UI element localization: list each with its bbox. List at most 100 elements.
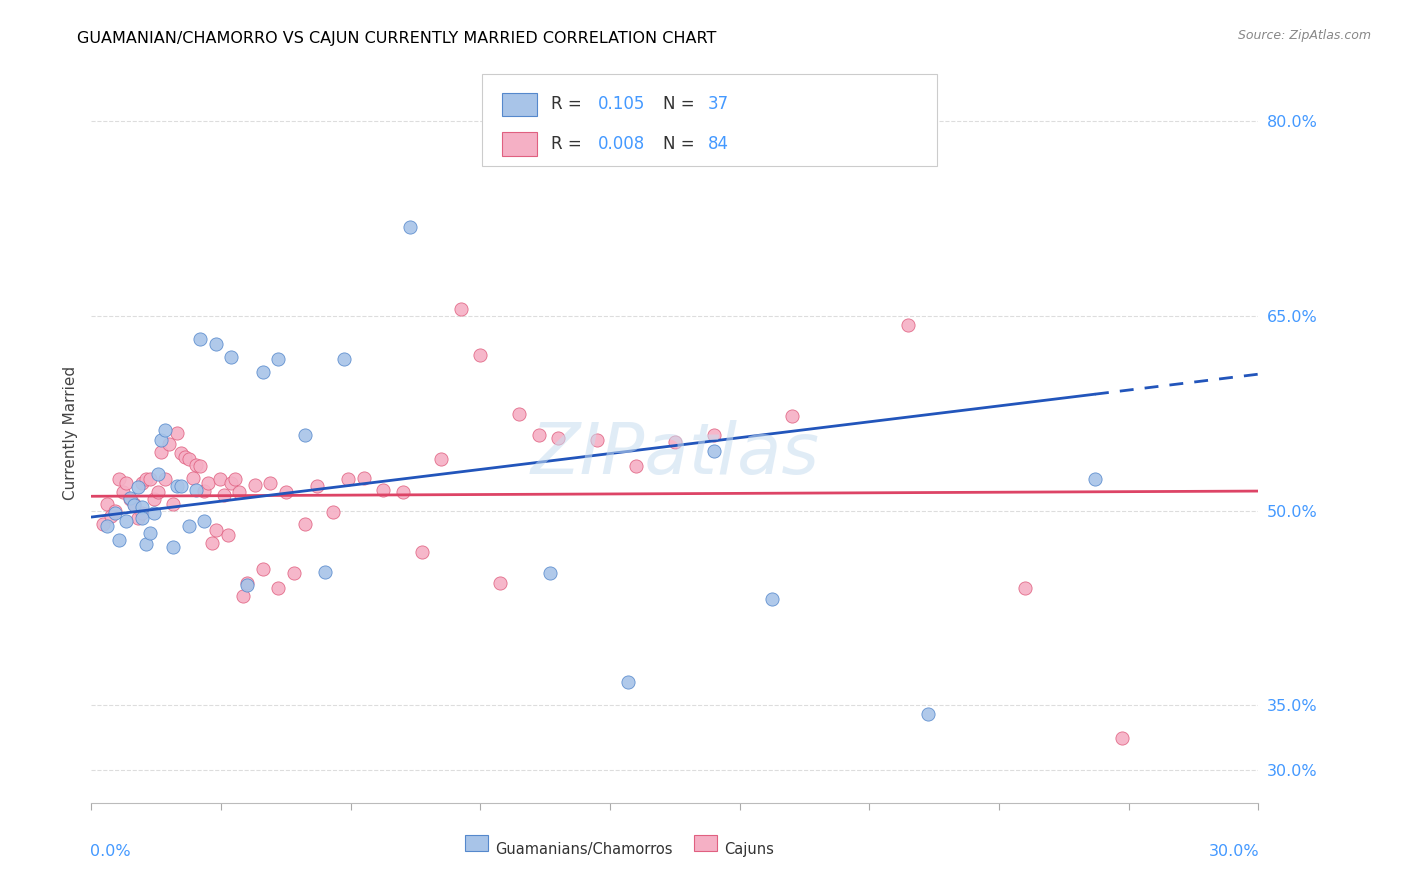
Point (150, 445, 173, 459)
Text: 0.008: 0.008 (598, 135, 645, 153)
Point (193, 514, 215, 528)
Point (166, 425, 188, 440)
Point (162, 497, 184, 511)
Point (122, 497, 145, 511)
Text: GUAMANIAN/CHAMORRO VS CAJUN CURRENTLY MARRIED CORRELATION CHART: GUAMANIAN/CHAMORRO VS CAJUN CURRENTLY MA… (77, 31, 717, 46)
Point (259, 476, 281, 491)
Text: Source: ZipAtlas.com: Source: ZipAtlas.com (1237, 29, 1371, 42)
Point (353, 471, 375, 485)
Point (177, 451, 200, 466)
Point (294, 516, 316, 531)
Point (135, 537, 157, 551)
Point (138, 525, 162, 540)
Point (96, 519, 118, 533)
Point (538, 566, 561, 580)
Point (131, 511, 153, 525)
Point (305, 479, 328, 493)
FancyBboxPatch shape (502, 93, 537, 116)
Point (221, 476, 243, 491)
Point (508, 408, 530, 422)
Point (780, 409, 803, 423)
Point (155, 423, 177, 437)
Point (430, 451, 453, 466)
Text: N =: N = (664, 135, 700, 153)
Point (131, 476, 153, 491)
Point (142, 506, 165, 520)
Point (120, 491, 142, 505)
Point (107, 472, 129, 486)
Point (197, 476, 219, 491)
Point (104, 503, 127, 517)
Point (100, 508, 122, 523)
Point (232, 589, 254, 603)
Point (170, 446, 193, 460)
Point (107, 533, 129, 548)
Point (1084, 472, 1107, 486)
Point (205, 523, 228, 537)
Point (212, 488, 235, 502)
Point (314, 565, 336, 579)
Point (142, 491, 165, 506)
Point (664, 434, 686, 449)
Point (470, 348, 492, 362)
Point (252, 562, 274, 576)
Point (170, 479, 193, 493)
Point (391, 485, 413, 500)
Point (157, 437, 180, 451)
Point (193, 484, 215, 499)
Text: ZIPatlas: ZIPatlas (530, 420, 820, 490)
FancyBboxPatch shape (482, 73, 938, 166)
Point (146, 485, 169, 500)
Point (186, 458, 208, 472)
Point (131, 500, 153, 514)
Point (188, 459, 211, 474)
Point (411, 545, 433, 559)
Point (205, 337, 228, 351)
Point (243, 477, 266, 491)
Text: Cajuns: Cajuns (724, 842, 773, 857)
Point (283, 566, 305, 580)
Text: R =: R = (551, 95, 588, 113)
Point (761, 591, 783, 606)
Point (586, 434, 609, 448)
Point (617, 675, 640, 690)
Point (371, 483, 394, 497)
Point (120, 491, 142, 506)
Point (150, 434, 173, 448)
Point (146, 467, 169, 482)
Point (201, 536, 224, 550)
Point (322, 505, 344, 519)
Point (122, 499, 145, 513)
Point (703, 428, 725, 442)
Point (294, 428, 316, 442)
Point (208, 472, 231, 486)
FancyBboxPatch shape (502, 132, 537, 155)
Text: 30.0%: 30.0% (1209, 844, 1260, 858)
Point (96, 497, 118, 511)
Point (527, 428, 550, 442)
Point (252, 365, 274, 379)
FancyBboxPatch shape (465, 835, 488, 851)
Point (111, 485, 134, 500)
Point (703, 443, 725, 458)
Point (135, 472, 157, 486)
Point (547, 431, 569, 445)
Point (399, 220, 422, 235)
Text: 37: 37 (707, 95, 728, 113)
Point (267, 582, 290, 596)
Point (181, 471, 204, 485)
Point (162, 540, 184, 554)
Point (155, 472, 177, 486)
Point (127, 511, 149, 525)
Text: R =: R = (551, 135, 588, 153)
Point (217, 528, 239, 542)
Point (221, 351, 243, 365)
Text: 0.105: 0.105 (598, 95, 645, 113)
Point (917, 707, 939, 722)
Point (489, 576, 512, 591)
Point (166, 479, 188, 493)
Y-axis label: Currently Married: Currently Married (62, 366, 77, 500)
Point (337, 472, 360, 486)
Point (173, 450, 195, 465)
Point (624, 459, 647, 474)
